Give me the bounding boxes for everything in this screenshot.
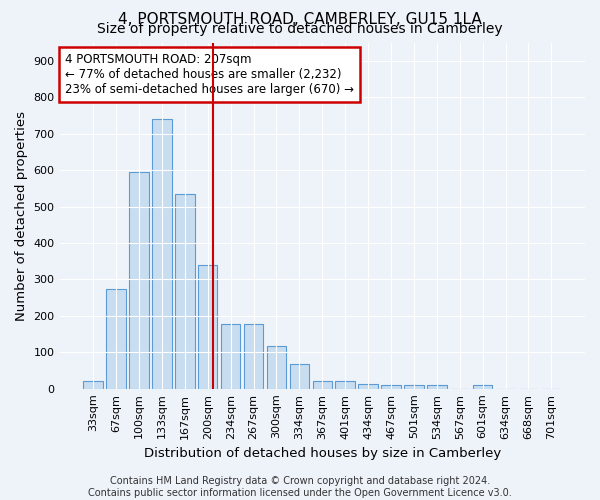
Bar	[290, 364, 309, 389]
Text: Contains HM Land Registry data © Crown copyright and database right 2024.
Contai: Contains HM Land Registry data © Crown c…	[88, 476, 512, 498]
Bar	[358, 384, 378, 389]
Bar	[335, 381, 355, 389]
Bar	[106, 288, 126, 389]
Bar	[473, 385, 493, 389]
Bar	[221, 324, 241, 389]
Text: Size of property relative to detached houses in Camberley: Size of property relative to detached ho…	[97, 22, 503, 36]
Bar	[404, 385, 424, 389]
Bar	[244, 324, 263, 389]
Bar	[381, 385, 401, 389]
Bar	[175, 194, 194, 389]
Bar	[267, 346, 286, 389]
Bar	[83, 381, 103, 389]
Bar	[427, 385, 446, 389]
Bar	[129, 172, 149, 389]
Bar	[198, 265, 217, 389]
X-axis label: Distribution of detached houses by size in Camberley: Distribution of detached houses by size …	[143, 447, 501, 460]
Bar	[313, 381, 332, 389]
Bar	[152, 119, 172, 389]
Text: 4, PORTSMOUTH ROAD, CAMBERLEY, GU15 1LA: 4, PORTSMOUTH ROAD, CAMBERLEY, GU15 1LA	[118, 12, 482, 28]
Y-axis label: Number of detached properties: Number of detached properties	[15, 110, 28, 320]
Text: 4 PORTSMOUTH ROAD: 207sqm
← 77% of detached houses are smaller (2,232)
23% of se: 4 PORTSMOUTH ROAD: 207sqm ← 77% of detac…	[65, 53, 354, 96]
